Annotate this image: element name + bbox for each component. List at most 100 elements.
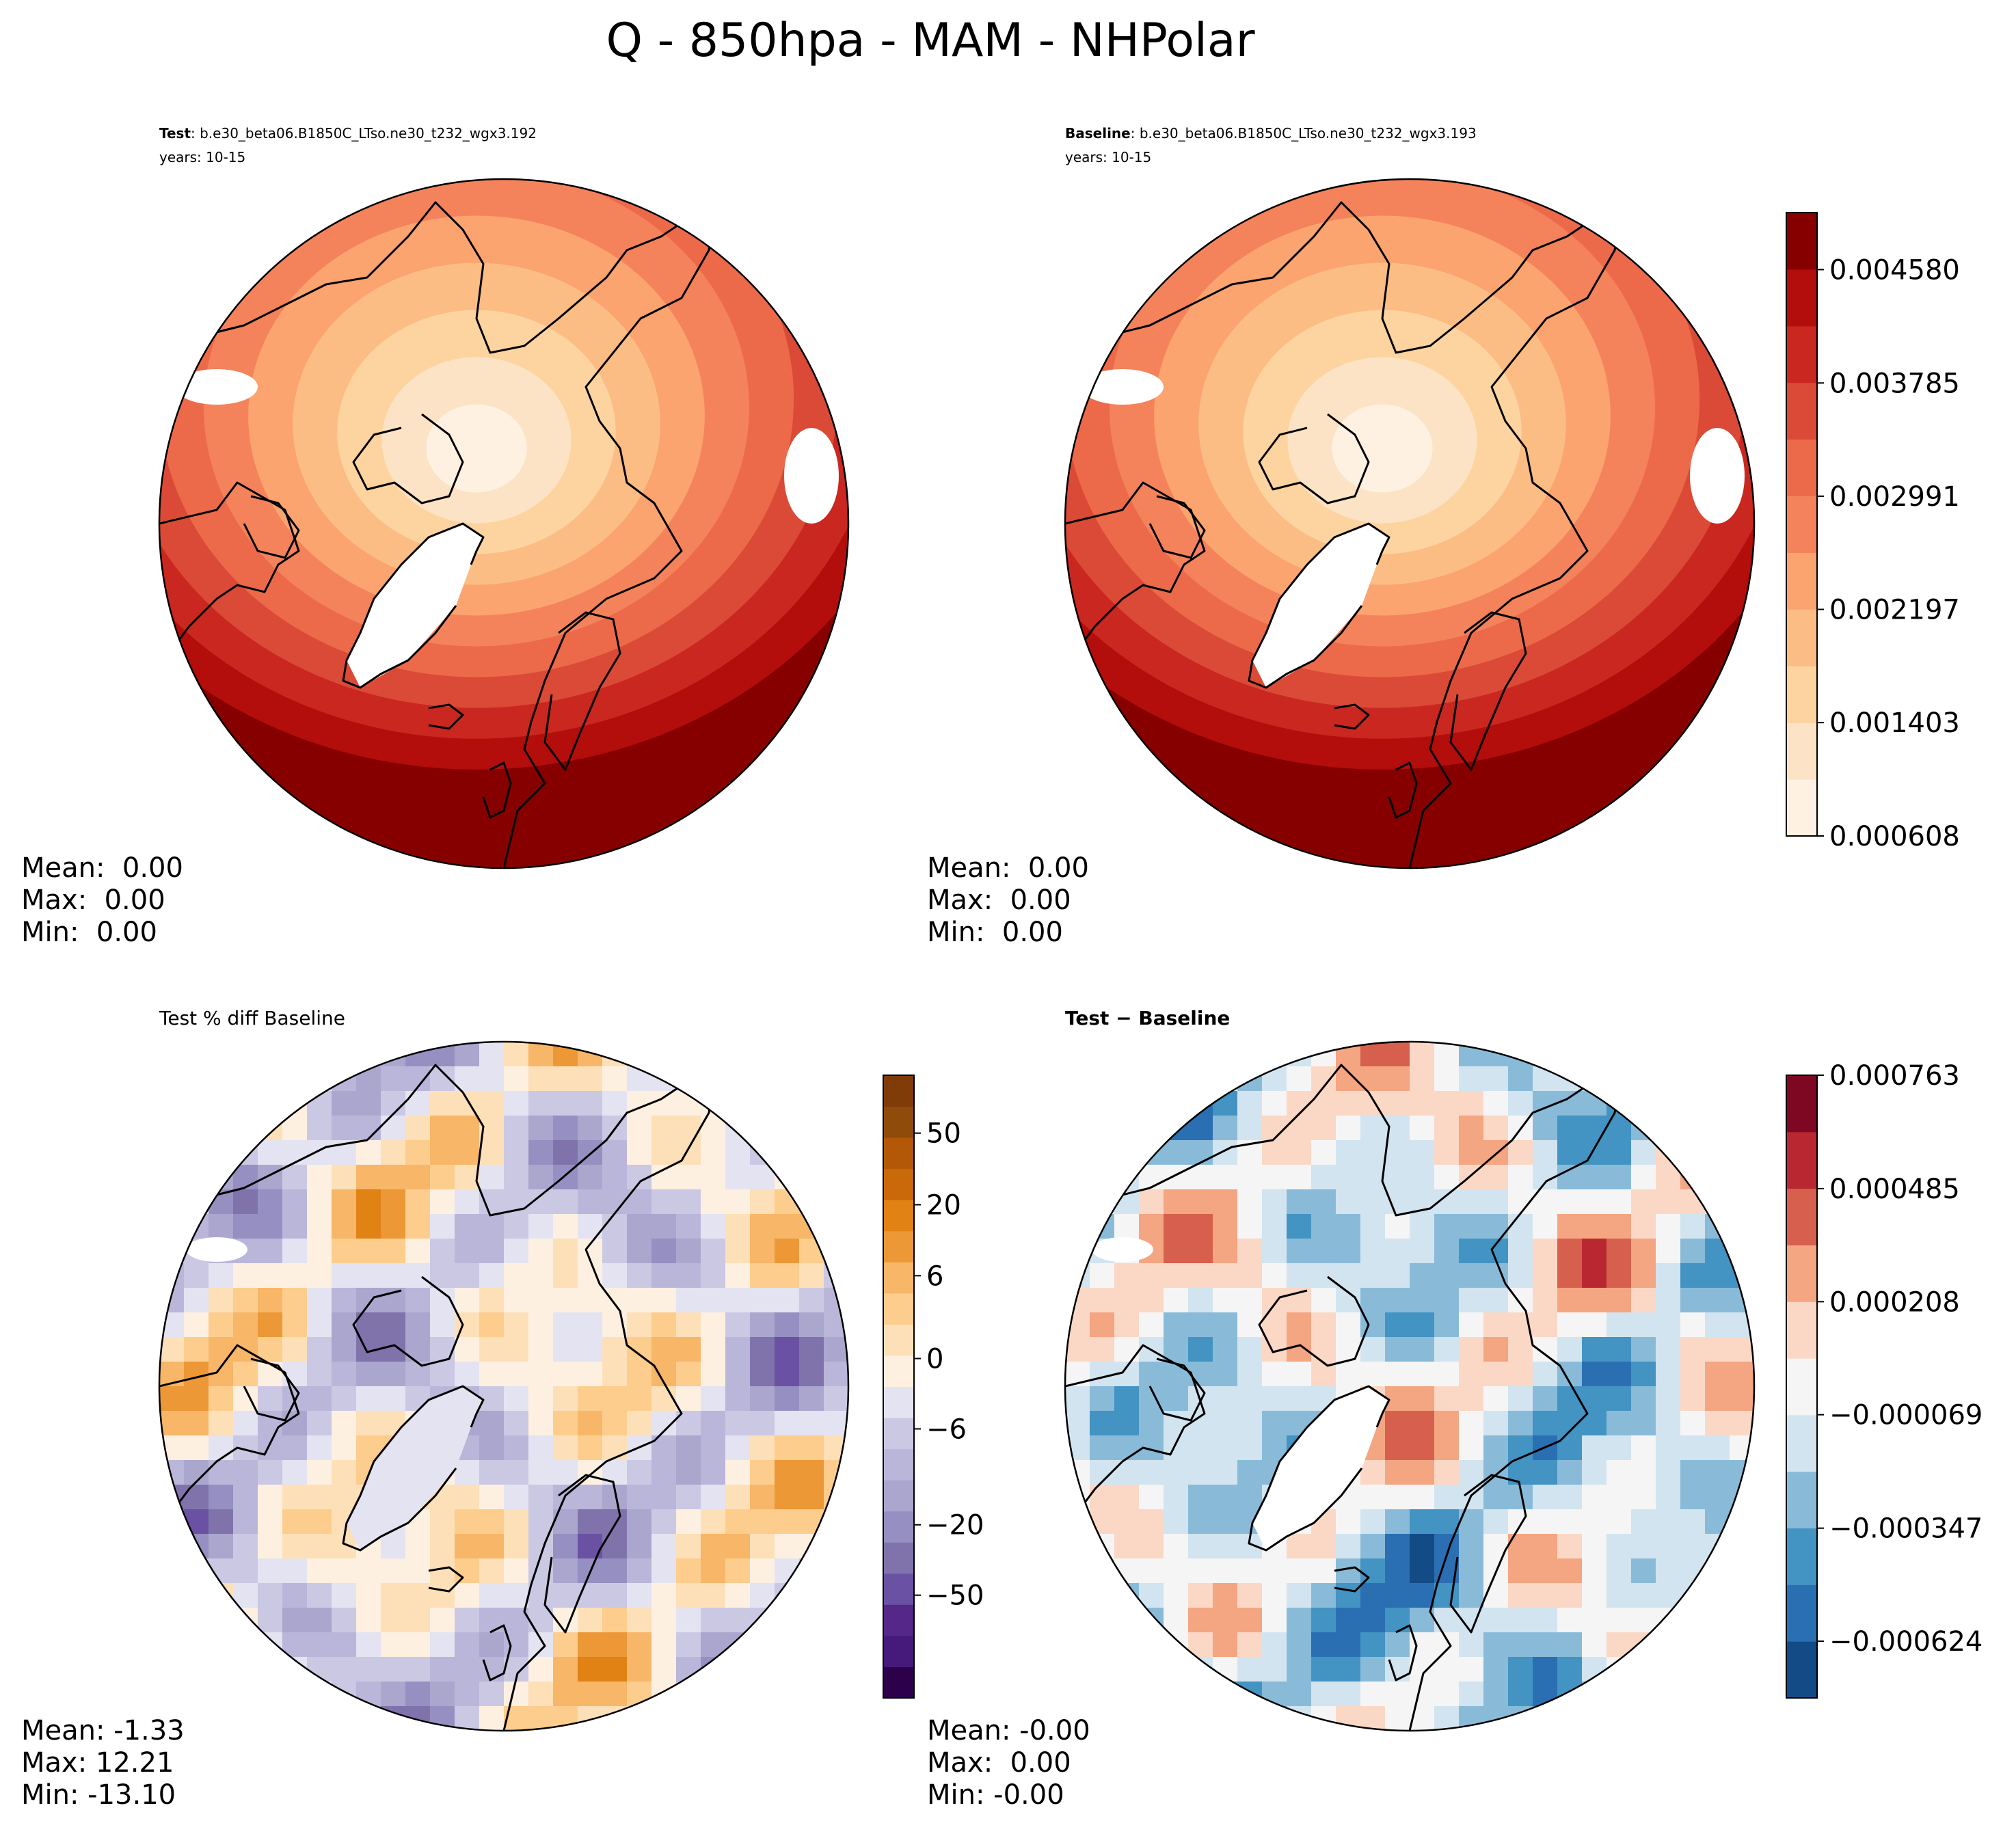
field-cell bbox=[1336, 1682, 1361, 1707]
field-cell bbox=[1336, 1632, 1361, 1658]
field-cell bbox=[1139, 1362, 1164, 1387]
field-cell bbox=[356, 1140, 381, 1165]
field-cell bbox=[282, 1165, 308, 1190]
field-cell bbox=[1680, 1263, 1706, 1288]
colorbar-tick-label: 6 bbox=[926, 1260, 943, 1292]
colorbar-segment bbox=[883, 1666, 914, 1699]
field-cell bbox=[602, 1263, 628, 1288]
field-cell bbox=[1582, 1165, 1607, 1190]
field-cell bbox=[1188, 1312, 1213, 1338]
field-cell bbox=[1631, 1485, 1656, 1510]
coastline-north-america bbox=[1065, 481, 1206, 688]
field-cell bbox=[356, 1288, 381, 1313]
field-cell bbox=[553, 1214, 578, 1239]
field-cell bbox=[602, 1214, 628, 1239]
field-cell bbox=[775, 1534, 800, 1559]
field-cell bbox=[332, 1706, 357, 1731]
field-cell bbox=[602, 1435, 628, 1461]
field-cell bbox=[528, 1140, 554, 1165]
field-cell bbox=[1188, 1534, 1213, 1559]
field-cell bbox=[799, 1362, 824, 1387]
baseline-header-case: : b.e30_beta06.B1850C_LTso.ne30_t232_wgx… bbox=[1131, 125, 1477, 141]
field-cell bbox=[1607, 1435, 1632, 1461]
field-cell bbox=[1213, 1189, 1238, 1215]
field-cell bbox=[1680, 1288, 1706, 1313]
field-cell bbox=[1533, 1460, 1558, 1485]
field-cell bbox=[1188, 1435, 1213, 1461]
field-cell bbox=[1656, 1263, 1681, 1288]
field-cell bbox=[405, 1657, 431, 1682]
field-cell bbox=[1434, 1066, 1460, 1092]
field-cell bbox=[282, 1460, 308, 1485]
field-cell bbox=[553, 1460, 578, 1485]
coastline-greenland bbox=[1248, 1385, 1390, 1552]
coastline-iceland bbox=[428, 1566, 464, 1593]
field-cell bbox=[750, 1558, 775, 1584]
field-cell bbox=[1656, 1632, 1681, 1658]
field-cell bbox=[676, 1165, 701, 1190]
field-cell bbox=[381, 1066, 406, 1092]
baseline-stat-mean: Mean: 0.00 bbox=[927, 852, 1089, 884]
field-cell bbox=[184, 1214, 209, 1239]
field-cell bbox=[750, 1460, 775, 1485]
field-cell bbox=[602, 1066, 628, 1092]
field-cell bbox=[1656, 1116, 1681, 1141]
field-cell bbox=[1533, 1509, 1558, 1535]
field-cell bbox=[1213, 1239, 1238, 1264]
field-cell bbox=[1582, 1534, 1607, 1559]
field-cell bbox=[209, 1460, 234, 1485]
field-cell bbox=[602, 1509, 628, 1535]
field-cell bbox=[1656, 1312, 1681, 1338]
field-cell bbox=[381, 1189, 406, 1215]
field-cell bbox=[602, 1682, 628, 1707]
field-cell bbox=[1336, 1534, 1361, 1559]
colorbar-segment bbox=[883, 1573, 914, 1605]
field-cell bbox=[209, 1608, 234, 1633]
field-cell bbox=[528, 1362, 554, 1387]
field-cell bbox=[725, 1509, 751, 1535]
field-cell bbox=[479, 1288, 505, 1313]
field-cell bbox=[1459, 1534, 1484, 1559]
field-cell bbox=[1483, 1411, 1509, 1436]
field-cell bbox=[1090, 1558, 1115, 1584]
field-cell bbox=[1360, 1608, 1386, 1633]
field-cell bbox=[1631, 1312, 1656, 1338]
field-cell bbox=[209, 1435, 234, 1461]
field-cell bbox=[1164, 1214, 1189, 1239]
missing-data-patch bbox=[186, 1237, 247, 1262]
field-cell bbox=[332, 1214, 357, 1239]
field-cell bbox=[504, 1583, 529, 1608]
field-cell bbox=[553, 1411, 578, 1436]
baseline-stat-max: Max: 0.00 bbox=[927, 885, 1071, 916]
field-cell bbox=[775, 1288, 800, 1313]
field-cell bbox=[1483, 1706, 1509, 1731]
field-cell bbox=[479, 1558, 505, 1584]
field-cell bbox=[1385, 1288, 1410, 1313]
field-cell bbox=[455, 1263, 480, 1288]
coastline-british-isles bbox=[1388, 1624, 1418, 1682]
field-cell bbox=[1164, 1583, 1189, 1608]
field-cell bbox=[1680, 1214, 1706, 1239]
field-cell bbox=[553, 1189, 578, 1215]
field-cell bbox=[799, 1214, 824, 1239]
field-cell bbox=[282, 1583, 308, 1608]
field-cell bbox=[1410, 1263, 1435, 1288]
field-cell bbox=[479, 1337, 505, 1362]
field-cell bbox=[528, 1435, 554, 1461]
field-cell bbox=[159, 1337, 185, 1362]
field-cell bbox=[1410, 1682, 1435, 1707]
field-cell bbox=[405, 1632, 431, 1658]
field-cell bbox=[282, 1140, 308, 1165]
field-cell bbox=[184, 1411, 209, 1436]
field-cell bbox=[1090, 1312, 1115, 1338]
test-stat-mean: Mean: 0.00 bbox=[21, 852, 183, 884]
field-cell bbox=[209, 1337, 234, 1362]
field-cell bbox=[1533, 1386, 1558, 1412]
field-cell bbox=[307, 1682, 332, 1707]
field-cell bbox=[578, 1386, 603, 1412]
field-cell bbox=[479, 1263, 505, 1288]
field-cell bbox=[1164, 1116, 1189, 1141]
field-cell bbox=[651, 1706, 677, 1731]
field-cell bbox=[1656, 1362, 1681, 1387]
field-cell bbox=[651, 1066, 677, 1092]
